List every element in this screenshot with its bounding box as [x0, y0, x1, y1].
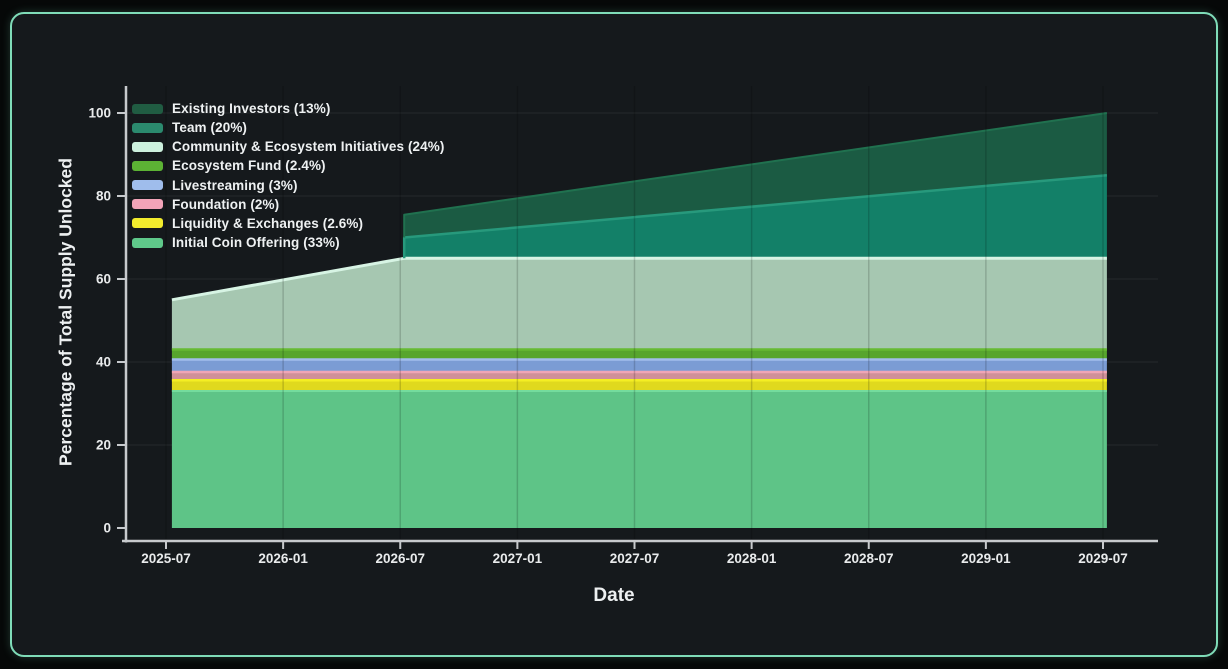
x-tick-label-2029-07: 2029-07	[1078, 551, 1128, 566]
legend-item-ecosystem-fund-2-4[interactable]: Ecosystem Fund (2.4%)	[132, 156, 444, 175]
legend-label: Initial Coin Offering (33%)	[172, 235, 340, 251]
y-tick-label-0: 0	[103, 521, 111, 536]
legend-item-liquidity-exchanges-2-6[interactable]: Liquidity & Exchanges (2.6%)	[132, 214, 444, 233]
x-tick-label-2028-07: 2028-07	[844, 551, 894, 566]
legend-swatch-icon	[132, 103, 163, 114]
area-livestreaming	[171, 359, 1107, 372]
x-tick-label-2028-01: 2028-01	[727, 551, 777, 566]
legend-swatch-icon	[132, 160, 163, 171]
area-team	[404, 175, 1107, 259]
y-axis-title: Percentage of Total Supply Unlocked	[55, 158, 76, 466]
x-axis-title: Date	[593, 585, 635, 606]
x-tick-label-2029-01: 2029-01	[961, 551, 1011, 566]
legend-label: Team (20%)	[172, 120, 248, 136]
y-tick-label-40: 40	[96, 355, 111, 370]
legend-item-foundation-2[interactable]: Foundation (2%)	[132, 195, 444, 214]
legend-label: Livestreaming (3%)	[172, 177, 298, 193]
legend-item-existing-investors-13[interactable]: Existing Investors (13%)	[132, 99, 444, 118]
legend-swatch-icon	[132, 199, 163, 210]
legend-swatch-icon	[132, 141, 163, 152]
area-existing-investors	[404, 113, 1107, 238]
legend-item-team-20[interactable]: Team (20%)	[132, 118, 444, 137]
y-tick-label-20: 20	[96, 438, 111, 453]
legend-label: Existing Investors (13%)	[172, 101, 331, 117]
area-community-ecosystem-initiatives	[171, 258, 1107, 350]
y-tick-label-80: 80	[96, 189, 111, 204]
legend-item-initial-coin-offering-33[interactable]: Initial Coin Offering (33%)	[132, 233, 444, 252]
legend-label: Liquidity & Exchanges (2.6%)	[172, 215, 364, 231]
x-tick-label-2027-01: 2027-01	[493, 551, 543, 566]
chart-legend: Existing Investors (13%) Team (20%) Commun…	[132, 99, 444, 252]
legend-label: Community & Ecosystem Initiatives (24%)	[172, 139, 445, 155]
legend-swatch-icon	[132, 237, 163, 248]
line-existing-investors	[403, 112, 1108, 238]
legend-item-community-ecosystem-initiatives-24[interactable]: Community & Ecosystem Initiatives (24%)	[132, 137, 444, 156]
area-ecosystem-fund	[171, 349, 1107, 360]
x-tick-label-2026-07: 2026-07	[375, 551, 425, 566]
area-initial-coin-offering	[171, 391, 1107, 528]
x-tick-label-2027-07: 2027-07	[610, 551, 660, 566]
legend-label: Ecosystem Fund (2.4%)	[172, 158, 326, 174]
legend-swatch-icon	[132, 218, 163, 229]
area-foundation	[171, 372, 1107, 381]
legend-swatch-icon	[132, 180, 163, 191]
area-liquidity-exchanges	[171, 380, 1107, 391]
x-tick-label-2026-01: 2026-01	[258, 551, 308, 566]
legend-item-livestreaming-3[interactable]: Livestreaming (3%)	[132, 176, 444, 195]
legend-swatch-icon	[132, 122, 163, 133]
y-tick-label-60: 60	[96, 272, 111, 287]
x-tick-label-2025-07: 2025-07	[141, 551, 191, 566]
legend-label: Foundation (2%)	[172, 196, 280, 212]
y-tick-label-100: 100	[88, 106, 111, 121]
